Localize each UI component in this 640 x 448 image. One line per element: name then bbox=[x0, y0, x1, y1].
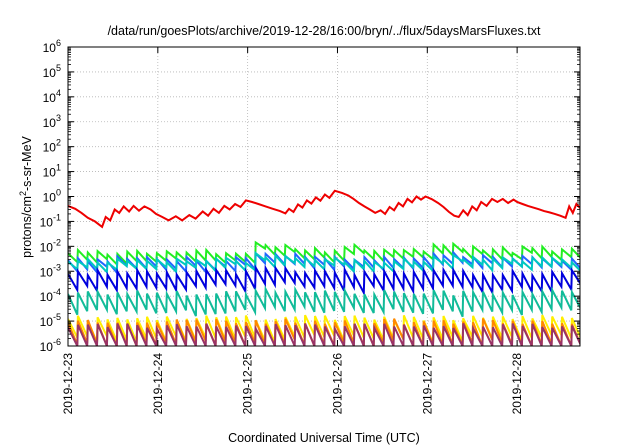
chart-title: /data/run/goesPlots/archive/2019-12-28/1… bbox=[108, 24, 541, 38]
x-axis-title: Coordinated Universal Time (UTC) bbox=[228, 431, 420, 445]
series-line-4 bbox=[68, 251, 580, 275]
y-axis-title-rest: -s-sr-MeV bbox=[20, 135, 34, 191]
y-tick-label-base: 10 bbox=[43, 66, 57, 80]
y-axis-title-main: protons/cm bbox=[20, 196, 34, 258]
y-tick-label-exponent: 2 bbox=[56, 138, 61, 148]
y-tick-label-exponent: 0 bbox=[56, 188, 61, 198]
y-tick-label-base: 10 bbox=[43, 191, 57, 205]
y-tick-label: 103 bbox=[43, 113, 61, 130]
x-tick-label: 2019-12-24 bbox=[151, 353, 165, 415]
y-tick-label-exponent: 4 bbox=[56, 88, 61, 98]
y-tick-label: 104 bbox=[43, 88, 61, 105]
y-tick-label-exponent: -2 bbox=[53, 237, 61, 247]
y-tick-label-exponent: 1 bbox=[56, 163, 61, 173]
series-line-1 bbox=[68, 189, 580, 229]
y-tick-label-exponent: -3 bbox=[53, 262, 61, 272]
y-tick-labels: 10610510410310210110010-110-210-310-410-… bbox=[40, 38, 61, 354]
y-tick-label-base: 10 bbox=[40, 265, 54, 279]
y-tick-label-exponent: -1 bbox=[53, 212, 61, 222]
y-tick-label-base: 10 bbox=[43, 91, 57, 105]
x-tick-label: 2019-12-27 bbox=[420, 353, 434, 415]
y-axis-title: protons/cm2-s-sr-MeV bbox=[18, 135, 34, 257]
y-tick-label-exponent: 5 bbox=[56, 63, 61, 73]
y-tick-label-base: 10 bbox=[43, 141, 57, 155]
y-tick-label: 102 bbox=[43, 138, 61, 155]
x-tick-labels: 2019-12-23 2019-12-24 2019-12-25 2019-12-26… bbox=[61, 353, 524, 415]
y-tick-label: 10-1 bbox=[40, 212, 61, 229]
x-tick-label: 2019-12-25 bbox=[241, 353, 255, 415]
series-layer bbox=[68, 189, 580, 346]
y-tick-label-base: 10 bbox=[43, 166, 57, 180]
x-tick-label: 2019-12-26 bbox=[330, 353, 344, 415]
y-tick-label-exponent: -6 bbox=[53, 337, 61, 347]
series-line-9 bbox=[68, 323, 580, 346]
x-tick-label: 2019-12-23 bbox=[61, 353, 75, 415]
y-tick-label-exponent: -5 bbox=[53, 312, 61, 322]
y-tick-label-exponent: 6 bbox=[56, 38, 61, 48]
y-tick-label-base: 10 bbox=[40, 290, 54, 304]
y-tick-label-base: 10 bbox=[40, 340, 54, 354]
y-tick-label: 105 bbox=[43, 63, 61, 80]
y-tick-label: 10-6 bbox=[40, 337, 61, 354]
series-line-5 bbox=[68, 264, 580, 297]
y-tick-label-base: 10 bbox=[43, 41, 57, 55]
y-tick-label: 10-5 bbox=[40, 312, 61, 329]
y-tick-label-exponent: 3 bbox=[56, 113, 61, 123]
y-tick-label: 100 bbox=[43, 188, 61, 205]
y-tick-label: 106 bbox=[43, 38, 61, 55]
y-tick-label-exponent: -4 bbox=[53, 287, 61, 297]
tick-marks bbox=[67, 46, 580, 347]
y-tick-label: 10-4 bbox=[40, 287, 61, 304]
y-tick-label-base: 10 bbox=[40, 315, 54, 329]
x-tick-label: 2019-12-28 bbox=[510, 353, 524, 415]
y-tick-label: 10-2 bbox=[40, 237, 61, 254]
y-tick-label-base: 10 bbox=[40, 240, 54, 254]
y-tick-label-base: 10 bbox=[43, 116, 57, 130]
y-tick-label: 10-3 bbox=[40, 262, 61, 279]
series-line-6 bbox=[68, 285, 580, 318]
y-tick-label-base: 10 bbox=[40, 215, 54, 229]
y-tick-label: 101 bbox=[43, 163, 61, 180]
y-axis-title-sup: 2 bbox=[18, 191, 28, 196]
